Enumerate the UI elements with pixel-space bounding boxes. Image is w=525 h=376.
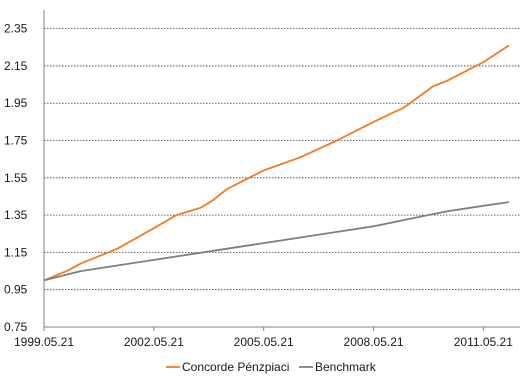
legend: Concorde Pénzpiaci Benchmark [166, 360, 377, 374]
series-line-1 [43, 201, 510, 282]
gridlines [44, 28, 520, 291]
x-tick-label: 2011.05.21 [454, 335, 513, 349]
y-tick-label: 0.95 [4, 283, 28, 297]
y-tick-label: 2.35 [4, 22, 28, 36]
x-tick-label: 2005.05.21 [234, 335, 294, 349]
series-line-0 [43, 44, 510, 282]
y-tick-labels: 0.75 0.95 1.15 1.35 1.55 1.75 1.95 2.15 2.35 [4, 22, 28, 334]
x-tick-label: 1999.05.21 [14, 335, 74, 349]
y-tick-label: 1.35 [4, 208, 28, 222]
x-tick-label: 2002.05.21 [124, 335, 184, 349]
y-tick-label: 1.15 [4, 245, 28, 259]
y-tick-label: 2.15 [4, 59, 28, 73]
legend-label-concorde: Concorde Pénzpiaci [182, 360, 289, 374]
x-tick-labels: 1999.05.21 2002.05.21 2005.05.21 2008.05.21… [14, 335, 513, 349]
axes [43, 10, 520, 331]
y-tick-label: 0.75 [4, 320, 28, 334]
x-tick-label: 2008.05.21 [344, 335, 404, 349]
y-tick-label: 1.75 [4, 134, 28, 148]
legend-label-benchmark: Benchmark [315, 360, 377, 374]
y-tick-label: 1.95 [4, 96, 28, 110]
y-tick-label: 1.55 [4, 171, 28, 185]
series-lines [43, 44, 510, 282]
